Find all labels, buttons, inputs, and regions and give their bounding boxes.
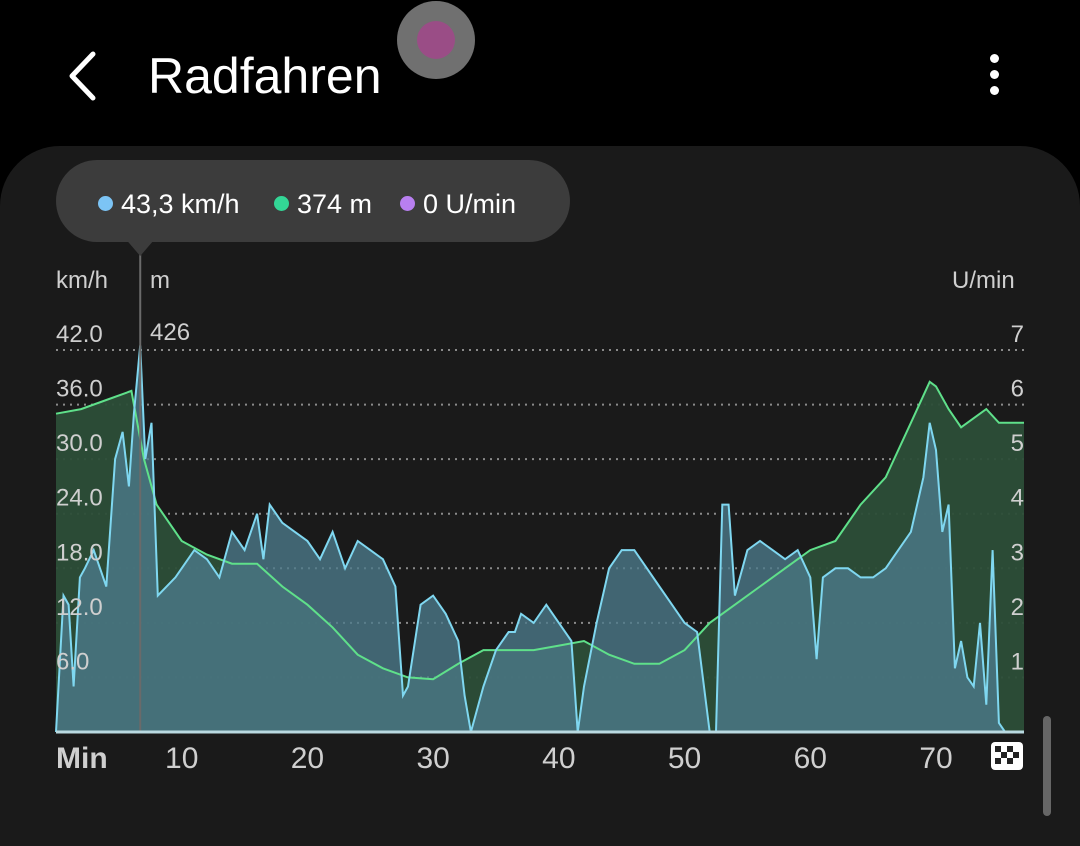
speed-area <box>56 345 1024 732</box>
chevron-left-icon <box>69 51 96 101</box>
cadence-legend-dot <box>400 196 415 211</box>
tooltip-speed: 43,3 km/h <box>98 186 240 222</box>
chart-canvas[interactable]: 42.0 36.0 30.0 24.0 18.0 12.0 6.0 7 6 5 4 3 2 1 10 20 30… <box>0 0 1080 816</box>
axis-labels: 42.0 36.0 30.0 24.0 18.0 12.0 6.0 7 6 5 4 3 2 1 10 20 30… <box>56 321 1024 775</box>
x-axis-tick: 40 <box>542 742 575 775</box>
right-axis-tick: 6 <box>1011 376 1024 403</box>
left-axis-tick: 30.0 <box>56 430 103 457</box>
right-axis-tick: 4 <box>1011 485 1024 512</box>
left-axis-unit: km/h <box>56 267 109 294</box>
left-axis-tick: 18.0 <box>56 539 103 566</box>
value-tooltip <box>56 160 570 242</box>
left-axis-tick: 6.0 <box>56 648 89 675</box>
left-axis-tick: 24.0 <box>56 485 103 512</box>
right-axis-tick: 5 <box>1011 430 1024 457</box>
x-axis-label: Min <box>56 742 108 775</box>
speed-legend-dot <box>98 196 113 211</box>
checkered-flag-icon <box>991 742 1023 770</box>
more-vertical-icon <box>978 54 1010 95</box>
right-axis-tick: 1 <box>1011 648 1024 675</box>
tooltip-cadence-value: 0 U/min <box>423 189 517 219</box>
chart-areas <box>55 242 1024 734</box>
back-button[interactable] <box>60 48 110 104</box>
x-axis-tick: 30 <box>416 742 449 775</box>
right-axis-unit: U/min <box>952 267 1015 294</box>
scrollbar[interactable] <box>1043 716 1051 816</box>
speed-line <box>55 345 1024 733</box>
x-axis-tick: 70 <box>919 742 952 775</box>
tooltip-cadence: 0 U/min <box>400 186 516 222</box>
elevation-legend-dot <box>274 196 289 211</box>
left-axis-tick: 12.0 <box>56 594 103 621</box>
tooltip-speed-value: 43,3 km/h <box>121 189 240 219</box>
page-title: Radfahren <box>148 48 382 104</box>
x-axis-tick: 50 <box>668 742 701 775</box>
x-axis-tick: 60 <box>794 742 827 775</box>
x-axis-tick: 20 <box>291 742 324 775</box>
tooltip-elevation: 374 m <box>274 186 372 222</box>
left-axis-tick: 42.0 <box>56 321 103 348</box>
middle-axis-tick: 426 <box>150 319 191 346</box>
middle-axis-unit: m <box>150 267 170 294</box>
app-header: Radfahren <box>0 0 1080 150</box>
more-options-button[interactable] <box>978 50 1010 98</box>
left-axis-tick: 36.0 <box>56 376 103 403</box>
touch-indicator <box>397 1 475 79</box>
tooltip-elevation-value: 374 m <box>297 189 373 219</box>
x-axis-tick: 10 <box>165 742 198 775</box>
right-axis-tick: 7 <box>1011 321 1024 348</box>
right-axis-tick: 3 <box>1011 539 1024 566</box>
tooltip-pointer <box>128 242 153 256</box>
right-axis-tick: 2 <box>1011 594 1024 621</box>
